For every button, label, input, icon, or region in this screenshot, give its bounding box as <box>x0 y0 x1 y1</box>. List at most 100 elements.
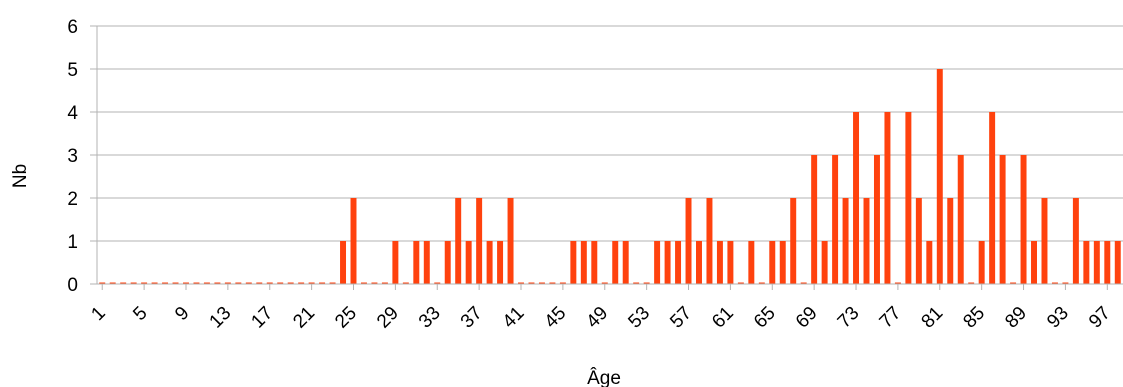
bar <box>811 155 818 284</box>
bar <box>633 282 640 284</box>
x-tick-label: 9 <box>171 303 193 325</box>
bar <box>308 282 315 284</box>
gridlines <box>97 25 1123 242</box>
bar <box>591 241 598 284</box>
y-tick-labels: 0 1 2 3 4 5 6 <box>67 17 78 296</box>
bar <box>319 282 326 284</box>
y-axis-title: Nb <box>10 164 31 188</box>
bar <box>518 282 524 284</box>
bar <box>465 241 472 284</box>
bar <box>612 241 619 284</box>
bar <box>287 282 294 284</box>
bar <box>203 282 210 284</box>
x-tick-label: 41 <box>499 303 529 333</box>
y-tick-label: 4 <box>67 103 78 124</box>
bar <box>968 282 975 284</box>
x-tick-label: 29 <box>373 303 403 333</box>
bar <box>696 241 702 284</box>
bar <box>706 198 713 284</box>
x-tick-label: 25 <box>331 303 361 333</box>
bar <box>800 282 807 284</box>
bar <box>1083 241 1090 284</box>
axes <box>90 25 1123 290</box>
bar <box>601 282 608 284</box>
bar <box>172 282 179 284</box>
y-tick-label: 2 <box>67 189 78 210</box>
bar <box>214 282 221 284</box>
bar <box>1072 198 1079 284</box>
bar <box>99 282 106 284</box>
bar <box>716 241 723 284</box>
x-tick-label: 37 <box>457 303 487 333</box>
bar <box>245 282 252 284</box>
x-tick-label: 81 <box>918 303 948 333</box>
bar <box>256 282 263 284</box>
bar <box>622 241 629 284</box>
x-tick-label: 77 <box>876 303 906 333</box>
bar <box>455 198 462 284</box>
x-tick-label: 57 <box>666 303 696 333</box>
bar <box>873 155 880 284</box>
x-tick-label: 5 <box>129 303 151 325</box>
bar <box>1104 241 1111 284</box>
bar <box>381 282 388 284</box>
x-tick-label: 13 <box>206 303 236 333</box>
bars <box>99 69 1121 284</box>
x-tick-label: 85 <box>959 303 989 333</box>
bar <box>183 282 189 284</box>
bar <box>277 282 284 284</box>
x-tick-label: 69 <box>792 303 822 333</box>
bar <box>130 282 137 284</box>
bar <box>737 282 744 284</box>
bar <box>685 198 692 284</box>
bar <box>769 241 776 284</box>
y-tick-label: 6 <box>67 17 78 38</box>
bar <box>476 198 483 284</box>
bar <box>329 282 336 284</box>
x-tick-label: 93 <box>1043 303 1073 333</box>
bar <box>832 155 839 284</box>
x-tick-labels: 1 5 9 13 17 21 25 29 33 37 41 45 49 53 57 61 65 69 73 77 81 8… <box>87 303 1114 333</box>
bar <box>444 241 451 284</box>
bar <box>360 282 367 284</box>
bar <box>423 241 430 284</box>
bar <box>434 282 441 284</box>
bar <box>340 241 347 284</box>
bar <box>1010 282 1017 284</box>
bar <box>235 282 242 284</box>
bar <box>109 282 116 284</box>
bar <box>654 241 661 284</box>
x-tick-label: 97 <box>1085 303 1115 333</box>
y-tick-label: 3 <box>67 146 78 167</box>
bar <box>193 282 200 284</box>
x-tick-label: 73 <box>834 303 864 333</box>
bar <box>863 198 870 284</box>
bar <box>989 112 996 284</box>
bar <box>507 198 514 284</box>
y-tick-label: 0 <box>67 275 78 296</box>
bar <box>486 241 493 284</box>
bar <box>1114 241 1121 284</box>
bar <box>727 241 734 284</box>
bar <box>821 241 828 284</box>
x-axis-title: Âge <box>587 367 621 387</box>
x-tick-label: 1 <box>87 303 109 325</box>
bar <box>884 112 891 284</box>
bar <box>497 241 504 284</box>
bar <box>853 112 860 284</box>
x-tick-label: 65 <box>750 303 780 333</box>
x-tick-label: 17 <box>247 303 277 333</box>
bar <box>1051 282 1058 284</box>
bar <box>675 241 682 284</box>
y-tick-label: 5 <box>67 60 78 81</box>
bar <box>570 241 577 284</box>
bar <box>392 241 399 284</box>
bar <box>371 282 378 284</box>
bar <box>538 282 545 284</box>
bar <box>141 282 148 284</box>
x-tick-label: 33 <box>415 303 445 333</box>
bar <box>1062 282 1069 284</box>
bar <box>151 282 158 284</box>
bar <box>999 155 1006 284</box>
